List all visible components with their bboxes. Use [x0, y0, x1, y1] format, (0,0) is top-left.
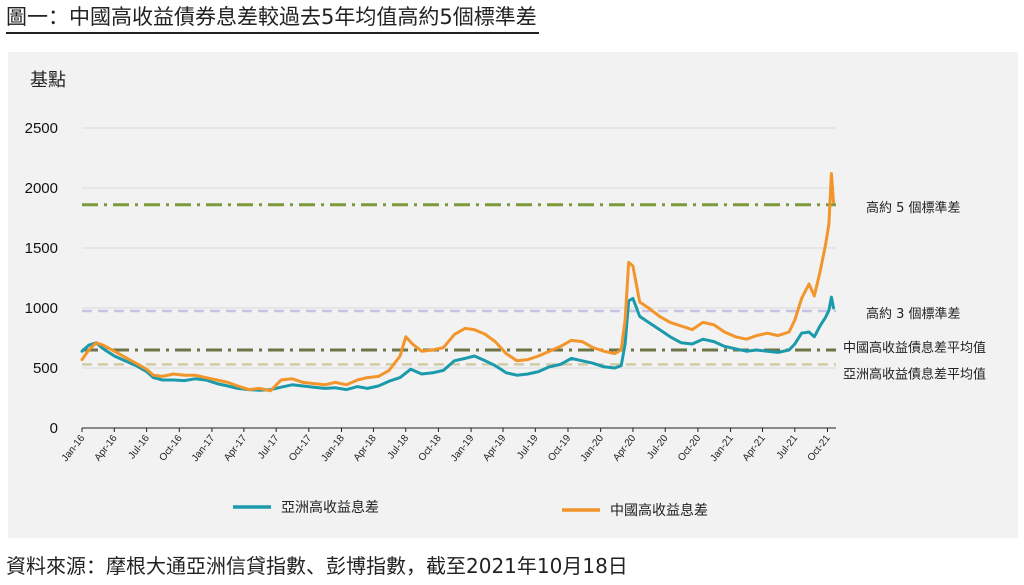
reference-label-3: 中國高收益債息差平均值	[843, 340, 986, 356]
x-tick-Oct-18: Oct-18	[417, 433, 444, 464]
gridlines	[82, 127, 836, 429]
x-tick-Apr-16: Apr-16	[93, 433, 120, 464]
x-tick-Oct-20: Oct-20	[676, 433, 703, 464]
series-line-china	[80, 172, 835, 393]
x-tick-Jan-17: Jan-17	[190, 433, 218, 464]
chart-panel	[8, 52, 1018, 538]
y-tick-labels: 0 500 1000 1500 2000 2500	[25, 120, 58, 437]
x-tick-Apr-17: Apr-17	[222, 433, 249, 464]
x-tick-Jan-18: Jan-18	[319, 433, 347, 464]
x-tick-Apr-20: Apr-20	[611, 433, 638, 464]
x-tick-Jul-18: Jul-18	[386, 433, 412, 462]
reference-label-4: 亞洲高收益債息差平均值	[843, 366, 986, 382]
x-tick-Oct-17: Oct-17	[287, 433, 314, 464]
legend-label-2: 中國高收益息差	[610, 502, 708, 519]
x-tick-Jan-21: Jan-21	[708, 433, 736, 464]
x-tick-Jul-21: Jul-21	[775, 433, 801, 462]
x-tick-Jan-20: Jan-20	[579, 433, 607, 464]
x-tick-Apr-19: Apr-19	[481, 433, 508, 464]
y-axis-label: 基點	[30, 70, 66, 91]
source-note: 資料來源：摩根大通亞洲信貸指數、彭博指數，截至2021年10月18日	[6, 554, 628, 578]
x-tick-Apr-21: Apr-21	[741, 433, 768, 464]
x-tick-Jul-16: Jul-16	[127, 433, 153, 462]
x-tick-Jul-19: Jul-19	[515, 433, 541, 462]
x-tick-Jan-16: Jan-16	[60, 433, 88, 464]
x-tick-Jul-17: Jul-17	[256, 433, 282, 462]
y-tick-1000: 1000	[25, 300, 58, 317]
x-tick-Oct-16: Oct-16	[157, 433, 184, 464]
x-tick-Jan-19: Jan-19	[449, 433, 477, 464]
x-tick-Oct-21: Oct-21	[806, 433, 833, 464]
x-tick-Oct-19: Oct-19	[546, 433, 573, 464]
series-line-asia	[80, 295, 835, 392]
x-tick-Jul-20: Jul-20	[645, 433, 671, 462]
y-tick-1500: 1500	[25, 240, 58, 257]
y-tick-0: 0	[50, 420, 58, 437]
y-tick-2000: 2000	[25, 180, 58, 197]
legend-label-1: 亞洲高收益息差	[281, 499, 379, 516]
legend: 亞洲高收益息差 中國高收益息差	[233, 499, 708, 519]
reference-label-2: 高約 3 個標準差	[866, 306, 961, 322]
figure-title: 圖一：中國高收益債券息差較過去5年均值高約5個標準差	[6, 2, 539, 34]
x-tick-Apr-18: Apr-18	[352, 433, 379, 464]
y-tick-2500: 2500	[25, 120, 58, 137]
reference-label-1: 高約 5 個標準差	[866, 200, 961, 216]
y-tick-500: 500	[33, 360, 58, 377]
x-tick-labels: Jan-16 Apr-16 Jul-16 Oct-16 Jan-17 Apr-17 Jul-…	[60, 428, 833, 464]
series-lines	[80, 172, 835, 393]
